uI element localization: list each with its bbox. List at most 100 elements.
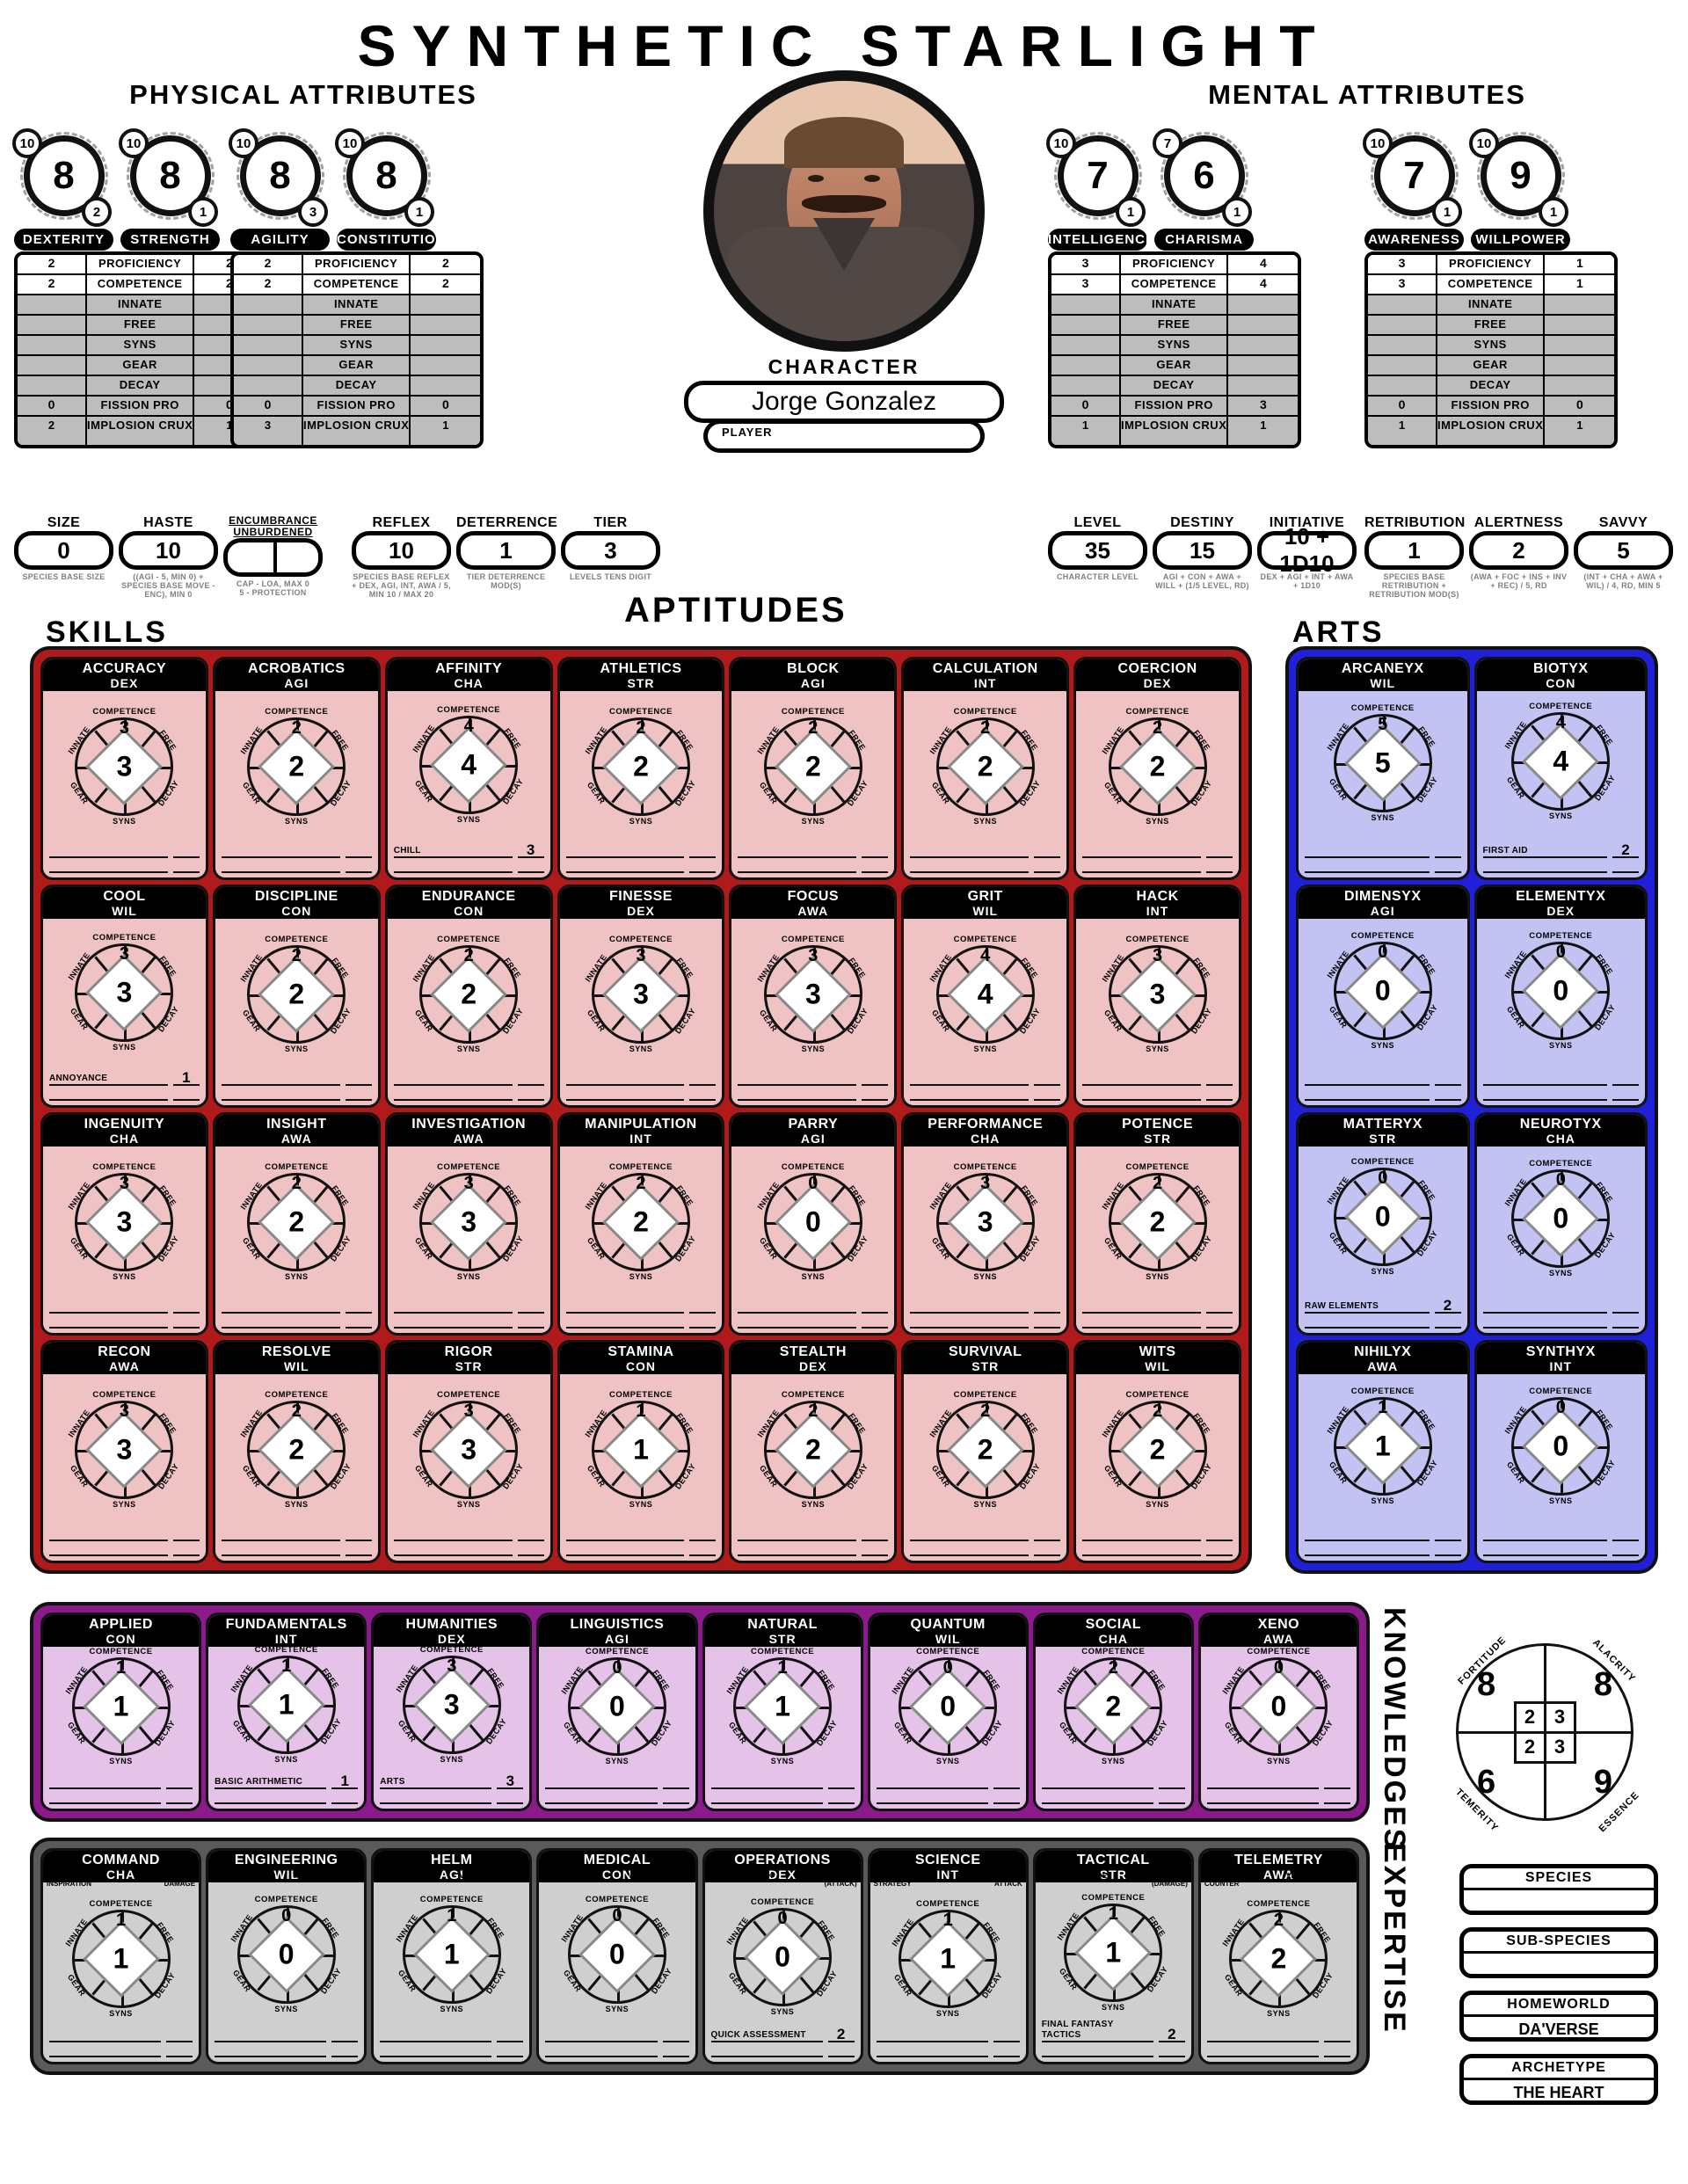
card-competence-value[interactable]: 2	[808, 718, 819, 738]
card-stamina[interactable]: STAMINA CON MELEE SOAK COMPETENCE INNATE FREE G…	[557, 1340, 725, 1563]
card-note-1-value[interactable]	[689, 1302, 717, 1314]
card-total-value[interactable]: 2	[461, 978, 477, 1010]
card-total-value[interactable]: 2	[1149, 1205, 1166, 1238]
card-competence-value[interactable]: 3	[119, 1174, 129, 1193]
card-note-2[interactable]	[49, 1317, 168, 1329]
card-note-2-value[interactable]	[689, 1089, 717, 1101]
card-note-2-value[interactable]	[827, 1793, 855, 1804]
attr-cell-competence-right[interactable]: 4	[1228, 275, 1299, 295]
card-total-value[interactable]: 2	[977, 1433, 993, 1466]
card-competence-value[interactable]: 1	[1108, 1904, 1118, 1924]
card-note-1[interactable]	[221, 1302, 340, 1314]
card-competence-value[interactable]: 2	[980, 718, 991, 738]
attr-cell-decay-left[interactable]	[18, 376, 87, 397]
card-note-1-value[interactable]	[1034, 1074, 1061, 1086]
card-note-2-value[interactable]	[345, 862, 372, 873]
card-total-value[interactable]: 2	[288, 1205, 305, 1238]
card-discipline[interactable]: DISCIPLINE CON RANGED SOAK COMPETENCE INNATE F…	[212, 885, 381, 1108]
card-competence-value[interactable]: 1	[116, 1657, 127, 1678]
card-note-1[interactable]	[1082, 1074, 1201, 1086]
card-science[interactable]: SCIENCE INT STARSHIP STRATEGY VEHICULAR ATT…	[867, 1848, 1029, 2064]
card-competence-value[interactable]: 2	[291, 946, 302, 965]
attr-cell-decay-right[interactable]	[411, 376, 481, 397]
card-note-1[interactable]	[738, 1074, 857, 1086]
card-applied[interactable]: APPLIED CON COMPETENCE INNATE FREE GEAR DECAY S…	[40, 1613, 202, 1811]
card-endurance[interactable]: ENDURANCE CON UNARMED SOAK COMPETENCE INNATE F…	[384, 885, 553, 1108]
card-note-1[interactable]	[910, 1530, 1030, 1541]
card-note-1-value[interactable]: 3	[517, 842, 544, 858]
attr-cell-free-right[interactable]	[1545, 316, 1615, 336]
card-total-value[interactable]: 0	[609, 1690, 625, 1722]
card-note-2-value[interactable]	[1434, 862, 1461, 873]
card-note-2[interactable]	[221, 1317, 340, 1329]
card-note-2[interactable]	[49, 2046, 162, 2057]
card-note-1-value[interactable]	[1434, 1074, 1461, 1086]
card-note-2-value[interactable]	[517, 1545, 544, 1556]
card-note-2[interactable]	[380, 1793, 492, 1804]
attr-cell-competence-left[interactable]: 3	[1051, 275, 1121, 295]
card-total-value[interactable]: 0	[1553, 974, 1569, 1006]
card-note-1-value[interactable]	[1206, 1302, 1233, 1314]
card-note-1-value[interactable]: 1	[331, 1773, 359, 1789]
card-note-1[interactable]	[1082, 1530, 1201, 1541]
card-note-1-value[interactable]	[345, 1530, 372, 1541]
card-note-2-value[interactable]	[1612, 1317, 1639, 1329]
card-calculation[interactable]: CALCULATION INT PRAXIC ATTACK COMPETENCE INNA…	[901, 657, 1070, 880]
card-note-1[interactable]	[710, 1778, 823, 1789]
card-note-1[interactable]	[49, 1778, 162, 1789]
card-note-2-value[interactable]	[1612, 1545, 1639, 1556]
card-total-value[interactable]: 1	[940, 1942, 957, 1974]
card-note-1[interactable]	[1482, 1302, 1607, 1314]
card-total-value[interactable]: 5	[1374, 746, 1391, 778]
card-note-1[interactable]: BASIC ARITHMETIC	[215, 1777, 327, 1789]
attr-cell-syns-left[interactable]	[1368, 336, 1437, 356]
attr-cell-gear-right[interactable]	[1545, 356, 1615, 376]
card-insight[interactable]: INSIGHT AWA CIVIL EVADE COMPETENCE INNATE FREE…	[212, 1112, 381, 1336]
card-note-2-value[interactable]	[689, 1317, 717, 1329]
card-note-1[interactable]	[49, 847, 168, 858]
sub-species-box[interactable]: SUB-SPECIES	[1459, 1927, 1658, 1978]
derived-value-reflex[interactable]: 10	[352, 531, 451, 570]
card-competence-value[interactable]: 2	[1273, 1910, 1284, 1930]
derived-value-haste[interactable]: 10	[119, 531, 218, 570]
card-note-1[interactable]	[1482, 1530, 1607, 1541]
card-note-2[interactable]	[49, 1545, 168, 1556]
card-note-2[interactable]	[565, 1089, 685, 1101]
species-box[interactable]: SPECIES	[1459, 1864, 1658, 1915]
card-competence-value[interactable]: 3	[447, 1656, 457, 1676]
card-note-2[interactable]	[221, 1545, 340, 1556]
card-note-1[interactable]	[910, 1302, 1030, 1314]
card-total-value[interactable]: 0	[1553, 1430, 1569, 1461]
card-xeno[interactable]: XENO AWA COMPETENCE INNATE FREE GEAR DECAY SYNS…	[1197, 1613, 1359, 1811]
attr-cell-implosion-left[interactable]: 3	[234, 417, 303, 445]
card-total-value[interactable]: 2	[1149, 1433, 1166, 1466]
card-competence-value[interactable]: 0	[808, 1174, 819, 1193]
card-competence-value[interactable]: 1	[447, 1906, 457, 1926]
attr-cell-fission-left[interactable]: 0	[18, 397, 87, 417]
card-note-1[interactable]	[565, 847, 685, 858]
attr-cell-competence-left[interactable]: 2	[18, 275, 87, 295]
card-competence-value[interactable]: 0	[281, 1906, 292, 1926]
card-rigor[interactable]: RIGOR STR ESPIONAGE SOAK COMPETENCE INNATE FRE…	[384, 1340, 553, 1563]
card-note-1-value[interactable]: 2	[1434, 1298, 1461, 1314]
card-elementyx[interactable]: ELEMENTYX DEX COMPETENCE INNATE FREE GEAR DECA…	[1473, 885, 1648, 1108]
attr-cell-fission-left[interactable]: 0	[1368, 397, 1437, 417]
compass-inner-tl[interactable]: 2	[1513, 1700, 1546, 1734]
derived-value-deterrence[interactable]: 1	[456, 531, 556, 570]
card-note-1-value[interactable]	[1206, 847, 1233, 858]
card-note-2-value[interactable]	[1612, 1089, 1639, 1101]
card-note-2-value[interactable]	[1434, 1089, 1461, 1101]
card-note-1-value[interactable]	[1206, 1530, 1233, 1541]
card-note-1-value[interactable]	[993, 2031, 1020, 2042]
card-note-2-value[interactable]	[1324, 2046, 1350, 2057]
card-note-1-value[interactable]	[862, 1074, 889, 1086]
card-total-value[interactable]: 3	[116, 750, 133, 783]
card-note-2[interactable]	[1482, 1317, 1607, 1329]
card-competence-value[interactable]: 3	[119, 1401, 129, 1421]
card-note-2-value[interactable]	[1158, 1793, 1185, 1804]
card-cool[interactable]: COOL WIL CIVIL SOAK COMPETENCE INNATE FREE GEAR…	[40, 885, 208, 1108]
attr-cell-decay-left[interactable]	[1368, 376, 1437, 397]
card-note-1[interactable]	[545, 2031, 658, 2042]
attr-cell-innate-left[interactable]	[1051, 295, 1121, 316]
card-note-1-value[interactable]	[345, 1074, 372, 1086]
